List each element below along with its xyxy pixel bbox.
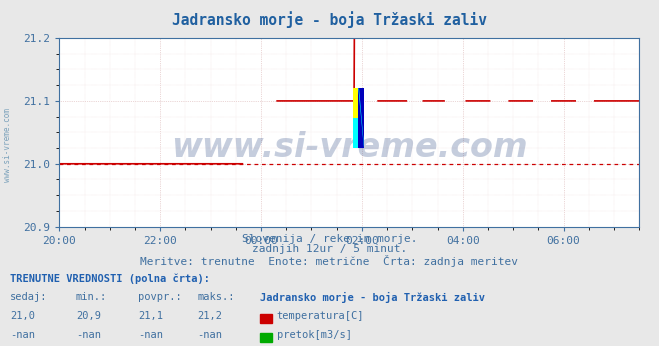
Bar — [353, 88, 358, 118]
Text: zadnjih 12ur / 5 minut.: zadnjih 12ur / 5 minut. — [252, 244, 407, 254]
Text: pretok[m3/s]: pretok[m3/s] — [277, 330, 352, 340]
Text: -nan: -nan — [76, 330, 101, 340]
Polygon shape — [358, 88, 364, 148]
Text: sedaj:: sedaj: — [10, 292, 47, 302]
Text: Jadransko morje - boja Tržaski zaliv: Jadransko morje - boja Tržaski zaliv — [260, 292, 485, 303]
Text: Jadransko morje - boja Tržaski zaliv: Jadransko morje - boja Tržaski zaliv — [172, 11, 487, 28]
Text: -nan: -nan — [10, 330, 35, 340]
Text: min.:: min.: — [76, 292, 107, 302]
Text: www.si-vreme.com: www.si-vreme.com — [171, 131, 528, 164]
Polygon shape — [358, 88, 364, 148]
Text: -nan: -nan — [138, 330, 163, 340]
Bar — [358, 88, 364, 148]
Text: temperatura[C]: temperatura[C] — [277, 311, 364, 321]
Text: www.si-vreme.com: www.si-vreme.com — [3, 108, 13, 182]
Text: 21,1: 21,1 — [138, 311, 163, 321]
Text: 21,0: 21,0 — [10, 311, 35, 321]
Text: povpr.:: povpr.: — [138, 292, 182, 302]
Text: TRENUTNE VREDNOSTI (polna črta):: TRENUTNE VREDNOSTI (polna črta): — [10, 273, 210, 284]
Text: Slovenija / reke in morje.: Slovenija / reke in morje. — [242, 234, 417, 244]
Text: 20,9: 20,9 — [76, 311, 101, 321]
Text: Meritve: trenutne  Enote: metrične  Črta: zadnja meritev: Meritve: trenutne Enote: metrične Črta: … — [140, 255, 519, 267]
Text: 21,2: 21,2 — [198, 311, 223, 321]
Text: -nan: -nan — [198, 330, 223, 340]
Text: maks.:: maks.: — [198, 292, 235, 302]
Bar — [353, 118, 358, 148]
